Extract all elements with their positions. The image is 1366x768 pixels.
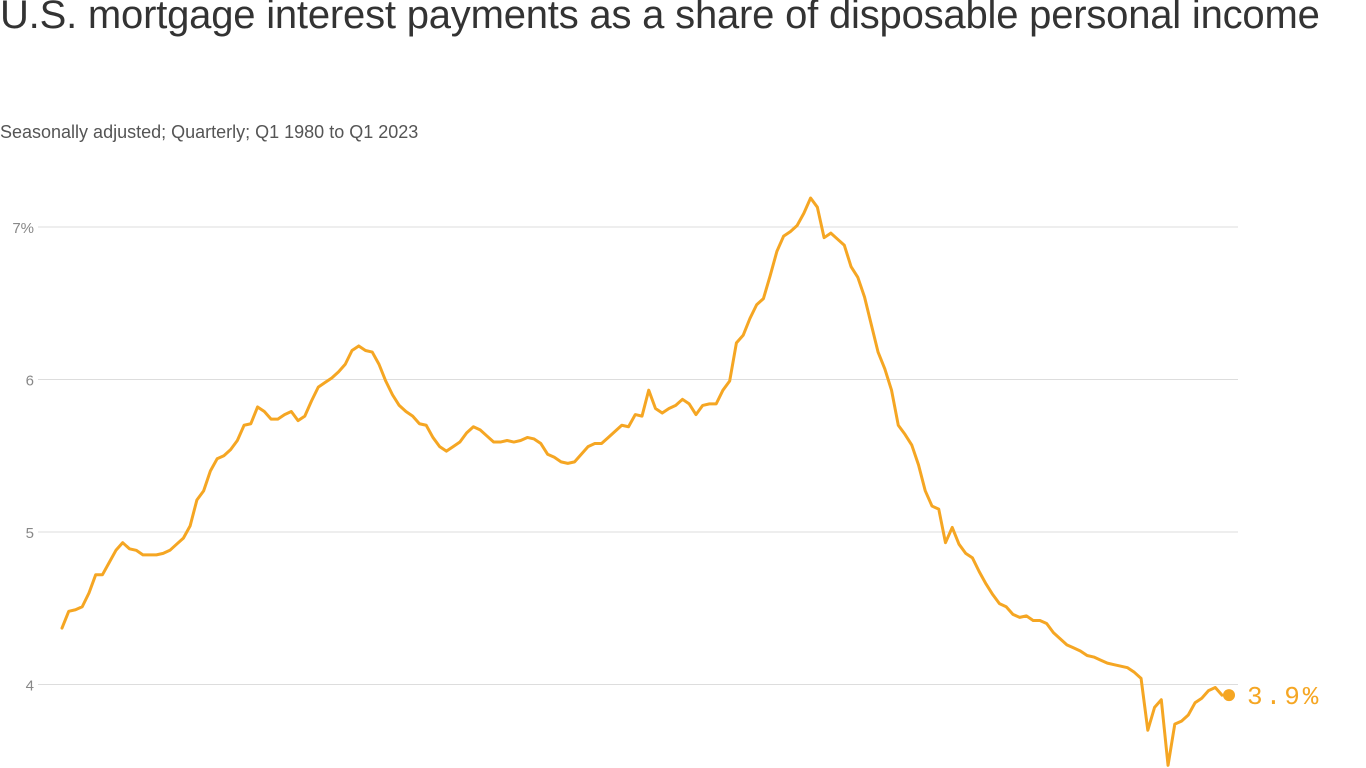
last-value-label: 3.9% <box>1247 682 1321 712</box>
chart-subtitle: Seasonally adjusted; Quarterly; Q1 1980 … <box>0 122 419 142</box>
last-point-marker <box>1223 689 1235 702</box>
chart-title: U.S. mortgage interest payments as a sha… <box>0 0 1320 37</box>
y-tick-label: 6 <box>26 373 34 390</box>
y-tick-label: 7% <box>12 220 34 237</box>
line-layer <box>60 196 1224 767</box>
y-tick-label: 4 <box>26 678 34 695</box>
y-tick-label: 5 <box>26 525 34 542</box>
series-line <box>60 196 1224 767</box>
marker-layer: 3.9% <box>1223 682 1321 712</box>
grid-layer: 7% 6 5 4 <box>12 220 1238 695</box>
